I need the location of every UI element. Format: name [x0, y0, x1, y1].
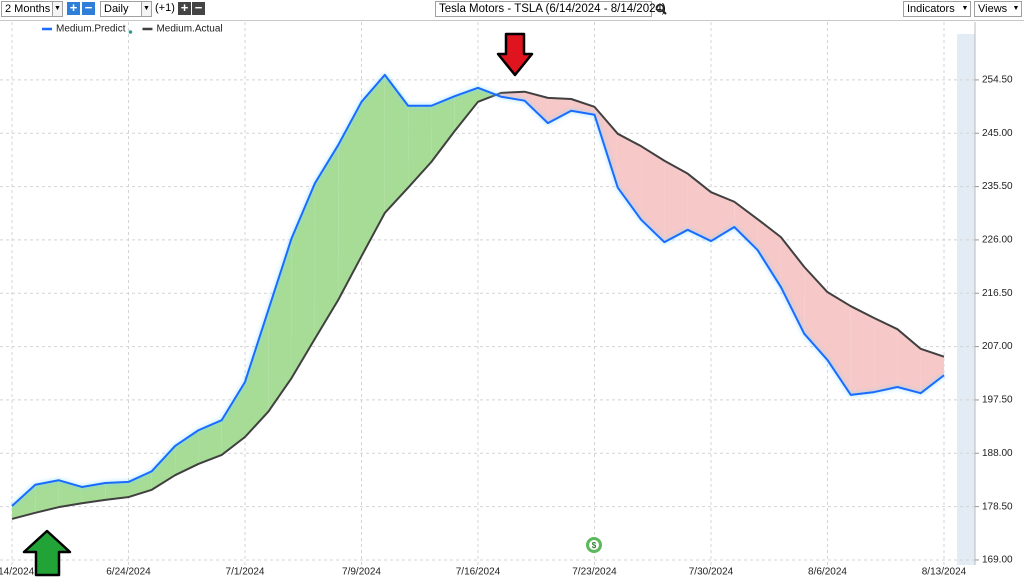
band-fill: [501, 91, 525, 101]
search-icon[interactable]: [655, 3, 667, 15]
band-fill: [105, 481, 129, 500]
y-tick-label: 226.00: [982, 235, 1013, 246]
x-tick-label: 8/13/2024: [922, 567, 967, 578]
band-fill: [198, 420, 222, 464]
y-tick-label: 207.00: [982, 341, 1013, 352]
y-tick-label: 245.00: [982, 128, 1013, 139]
x-tick-label: 7/9/2024: [342, 567, 381, 578]
toolbar: 2 Months ▼ + − Daily ▼ (+1) + − Tesla Mo…: [0, 0, 1024, 21]
x-tick-label: 7/1/2024: [226, 567, 265, 578]
band-fill: [478, 87, 497, 102]
y-tick-label: 235.50: [982, 181, 1013, 192]
x-tick-label: 8/6/2024: [808, 567, 847, 578]
band-fill: [291, 183, 315, 379]
band-fill: [687, 173, 711, 242]
event-marker: $: [592, 541, 597, 550]
y-tick-label: 254.50: [982, 75, 1013, 86]
x-tick-label: 6/14/2024: [0, 567, 35, 578]
band-fill: [384, 74, 409, 213]
band-fill: [431, 96, 455, 162]
views-menu[interactable]: Views: [974, 1, 1012, 17]
band-fill: [268, 238, 292, 412]
dropdown-arrow[interactable]: ▼: [960, 1, 971, 17]
x-tick-label: 6/24/2024: [106, 567, 151, 578]
x-tick-label: 7/16/2024: [456, 567, 501, 578]
band-fill: [780, 237, 805, 334]
fill-layer: [12, 74, 944, 519]
band-fill: [58, 480, 82, 508]
y-tick-label: 169.00: [982, 555, 1013, 566]
interval-select[interactable]: Daily: [100, 1, 142, 17]
band-fill: [524, 91, 548, 124]
offset-minus[interactable]: −: [192, 1, 205, 15]
band-fill: [338, 101, 362, 301]
zoom-out[interactable]: −: [82, 1, 95, 15]
x-tick-label: 7/23/2024: [572, 567, 617, 578]
band-fill: [12, 484, 36, 519]
zoom-in[interactable]: +: [67, 1, 80, 15]
series-line: [11, 90, 945, 520]
legend-label: Medium.Actual: [156, 24, 222, 35]
line-layer: [11, 73, 945, 520]
y-tick-label: 197.50: [982, 395, 1013, 406]
y-tick-label: 178.50: [982, 501, 1013, 512]
legend-dot: [128, 30, 133, 34]
sell-arrow: [496, 32, 534, 77]
dropdown-arrow[interactable]: ▼: [1011, 1, 1022, 17]
band-fill: [734, 201, 758, 251]
band-fill: [314, 145, 339, 339]
offset-plus[interactable]: +: [178, 1, 191, 15]
band-fill: [850, 306, 875, 395]
y-tick-label: 188.00: [982, 448, 1013, 459]
period-select[interactable]: 2 Months: [1, 1, 53, 17]
indicators-menu[interactable]: Indicators: [903, 1, 961, 17]
band-fill: [757, 219, 781, 288]
band-fill: [874, 317, 898, 393]
series-line: [11, 73, 945, 507]
band-fill: [641, 146, 665, 243]
event-icon-inner: [589, 540, 599, 550]
band-fill: [221, 381, 245, 455]
band-fill: [804, 266, 828, 361]
band-fill: [81, 483, 106, 504]
y-tick-label: 216.50: [982, 288, 1013, 299]
band-fill: [361, 74, 385, 257]
band-fill: [35, 480, 59, 513]
dropdown-arrow[interactable]: ▼: [52, 1, 63, 17]
band-fill: [617, 133, 642, 220]
band-fill: [547, 97, 572, 124]
dropdown-arrow[interactable]: ▼: [141, 1, 152, 17]
band-fill: [454, 87, 478, 132]
legend-label: Medium.Predict: [56, 24, 126, 35]
band-fill: [245, 310, 269, 437]
buy-arrow: [22, 529, 72, 577]
offset-label: (+1): [155, 1, 177, 17]
x-tick-label: 7/30/2024: [689, 567, 734, 578]
band-fill: [664, 160, 688, 243]
chart-title: Tesla Motors - TSLA (6/14/2024 - 8/14/20…: [435, 1, 666, 17]
band-fill: [711, 192, 735, 242]
band-fill: [827, 292, 851, 395]
future-band: [957, 34, 975, 565]
band-fill: [920, 348, 944, 394]
band-fill: [175, 430, 199, 476]
